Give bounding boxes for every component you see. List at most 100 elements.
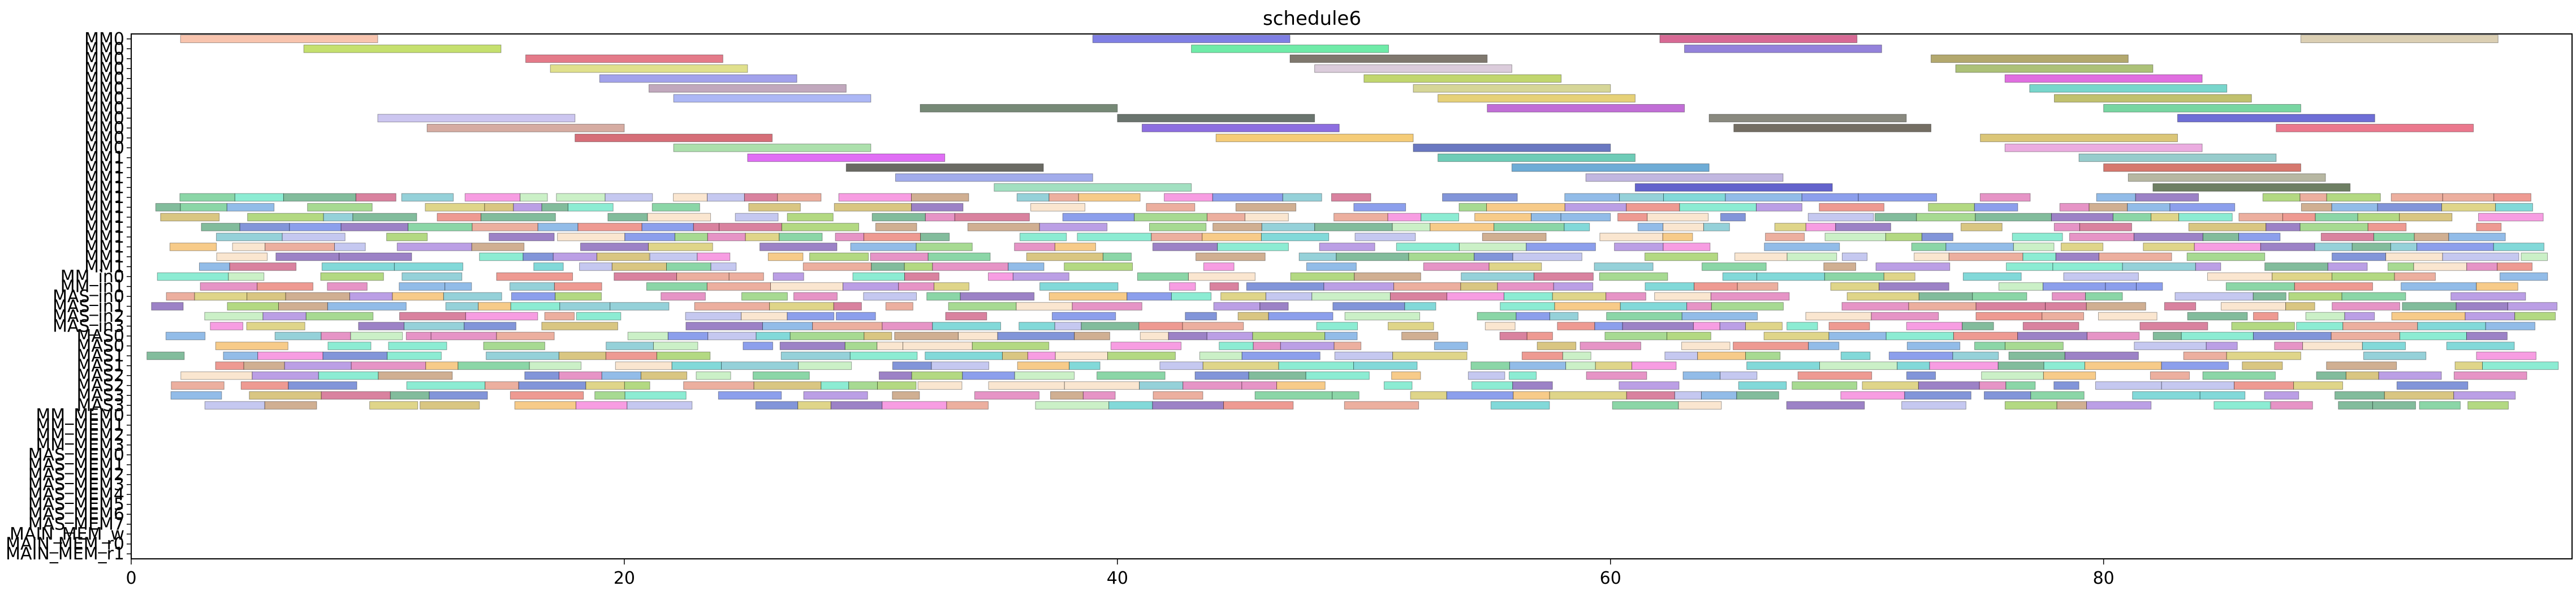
ytick-label-51: MAIN_MEM_r0 [6, 535, 124, 554]
task-bar-779 [1513, 391, 1550, 400]
task-bar-600 [1110, 342, 1182, 350]
task-bar-405 [194, 292, 248, 301]
task-bar-531 [1485, 322, 1516, 330]
task-bar-690 [180, 371, 253, 380]
task-bar-359 [1756, 272, 1825, 281]
task-bar-436 [2085, 292, 2123, 301]
task-bar-106 [1459, 203, 1487, 212]
task-bar-503 [1975, 312, 2043, 321]
task-bar-148 [1647, 213, 1709, 222]
task-bar-572 [1499, 331, 1528, 341]
task-bar-612 [1974, 342, 2005, 350]
task-bar-85 [2326, 193, 2381, 202]
task-bar-95 [513, 203, 542, 212]
task-bar-470 [2045, 302, 2087, 311]
task-bar-124 [160, 213, 220, 222]
task-bar-22 [920, 104, 1118, 113]
task-bar-769 [803, 391, 868, 400]
task-bar-301 [2332, 252, 2387, 261]
task-bar-131 [647, 213, 711, 222]
task-bar-632 [1002, 351, 1028, 360]
task-bar-297 [2022, 252, 2056, 261]
task-bar-273 [479, 252, 524, 261]
task-bar-488 [787, 312, 835, 321]
task-bar-330 [2122, 262, 2196, 271]
ytick-label-0: MM0 [84, 29, 124, 49]
task-bar-206 [624, 232, 675, 242]
task-bar-115 [2059, 203, 2090, 212]
task-bar-47 [2128, 173, 2326, 182]
task-bar-376 [646, 282, 707, 291]
task-bar-111 [1756, 203, 1802, 212]
task-bar-142 [1387, 213, 1422, 222]
task-bar-192 [1835, 223, 1891, 231]
task-bar-626 [558, 351, 606, 360]
task-bar-539 [1828, 322, 1870, 330]
task-bar-759 [2396, 381, 2469, 390]
task-bar-382 [1039, 282, 1119, 291]
task-bar-411 [511, 292, 556, 301]
task-bar-83 [2262, 193, 2301, 202]
ytick-label-21: MM1 [84, 237, 124, 257]
task-bar-344 [676, 272, 730, 281]
task-bar-805 [882, 401, 947, 410]
task-bar-287 [1336, 252, 1409, 261]
task-bar-266 [2351, 243, 2391, 251]
task-bar-228 [2069, 232, 2134, 242]
task-bar-755 [2095, 381, 2162, 390]
task-bar-292 [1734, 252, 1788, 261]
task-bar-185 [1494, 223, 1565, 231]
task-bar-36 [673, 144, 871, 152]
task-bar-764 [429, 391, 488, 400]
task-bar-284 [1102, 252, 1132, 261]
task-bar-158 [2238, 213, 2283, 222]
task-bar-30 [1141, 124, 1340, 132]
task-bar-561 [864, 331, 892, 341]
task-bar-513 [210, 322, 244, 330]
task-bar-705 [1194, 371, 1249, 380]
task-bar-622 [257, 351, 323, 360]
task-bar-516 [403, 322, 465, 330]
task-bar-29 [426, 124, 625, 132]
task-bar-439 [2288, 292, 2342, 301]
task-bar-473 [2220, 302, 2286, 311]
task-bar-429 [1606, 292, 1646, 301]
task-bar-271 [275, 252, 340, 261]
task-bar-495 [1344, 312, 1420, 321]
task-bar-797 [369, 401, 418, 410]
task-bar-432 [1846, 292, 1919, 301]
task-bar-501 [1805, 312, 1872, 321]
task-bar-44 [2103, 163, 2301, 172]
task-bar-160 [2315, 213, 2358, 222]
task-bar-537 [1745, 322, 1783, 330]
y-axis: MM0MM0MM0MM0MM0MM0MM0MM0MM0MM0MM0MM0MM1M… [6, 29, 131, 564]
task-bar-807 [1035, 401, 1110, 410]
task-bar-508 [2305, 312, 2345, 321]
task-bar-666 [931, 361, 989, 370]
ytick-label-36: MAS3 [76, 386, 124, 406]
task-bar-740 [1139, 381, 1184, 390]
task-bar-286 [1298, 252, 1337, 261]
task-bar-146 [1560, 213, 1611, 222]
task-bar-673 [1470, 361, 1510, 370]
task-bar-312 [666, 262, 711, 271]
task-bar-786 [1904, 391, 1971, 400]
task-bar-662 [671, 361, 722, 370]
task-bar-246 [916, 243, 973, 251]
task-bar-19 [673, 94, 871, 103]
task-bar-127 [352, 213, 417, 222]
task-bar-815 [1786, 401, 1865, 410]
task-bar-423 [1265, 292, 1313, 301]
task-bar-792 [2335, 391, 2385, 400]
task-bar-458 [1213, 302, 1261, 311]
task-bar-176 [875, 223, 917, 231]
task-bar-374 [510, 282, 555, 291]
task-bar-510 [2391, 312, 2466, 321]
task-bar-159 [2282, 213, 2316, 222]
task-bar-440 [2341, 292, 2406, 301]
task-bar-372 [399, 282, 446, 291]
task-bar-715 [1906, 371, 1936, 380]
task-bar-444 [278, 302, 328, 311]
task-bar-692 [318, 371, 379, 380]
ytick-label-12: MM1 [84, 148, 124, 168]
